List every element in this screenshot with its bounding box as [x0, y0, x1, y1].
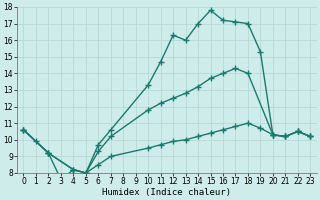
X-axis label: Humidex (Indice chaleur): Humidex (Indice chaleur)	[102, 188, 231, 197]
